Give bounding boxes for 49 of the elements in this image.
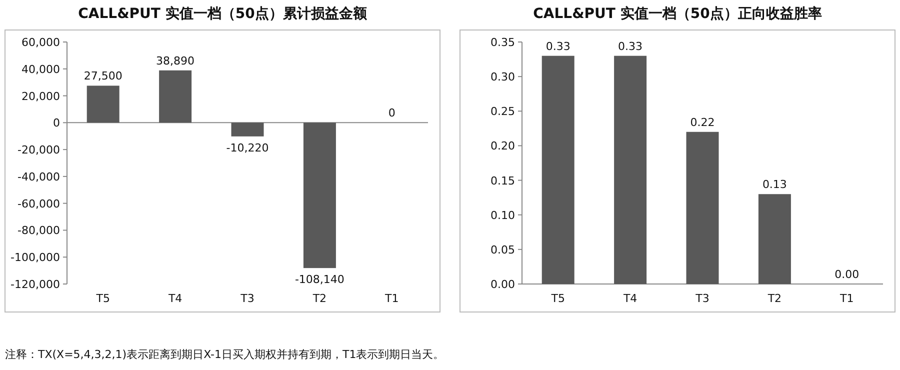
data-label: 27,500 <box>84 70 122 83</box>
x-tick-label: T5 <box>95 292 110 305</box>
data-label: 0 <box>388 106 396 120</box>
y-tick-label: 0.25 <box>490 105 515 118</box>
x-tick-label: T1 <box>384 292 399 305</box>
x-tick-label: T4 <box>167 292 182 305</box>
bar <box>686 132 719 284</box>
y-tick-label: -120,000 <box>10 278 60 291</box>
data-label: 0.33 <box>618 40 643 53</box>
x-tick-label: T5 <box>550 292 565 305</box>
y-tick-label: 0.20 <box>490 140 515 153</box>
chart-title: CALL&PUT 实值一档（50点）正向收益胜率 <box>533 5 822 22</box>
y-tick-label: 0.10 <box>490 208 515 222</box>
y-tick-label: 20,000 <box>22 90 60 103</box>
bar <box>758 194 791 284</box>
x-tick-label: T4 <box>622 292 638 305</box>
x-tick-label: T3 <box>240 292 254 305</box>
x-tick-label: T1 <box>839 292 854 305</box>
y-tick-label: 0.30 <box>490 70 515 84</box>
y-tick-label: 40,000 <box>22 62 60 76</box>
y-tick-label: 0.05 <box>490 243 515 256</box>
bar <box>231 122 264 136</box>
bar <box>86 86 120 123</box>
y-tick-label: -20,000 <box>18 144 60 157</box>
bar <box>159 70 192 123</box>
x-tick-label: T3 <box>694 292 710 305</box>
y-tick-label: 0.15 <box>490 174 515 188</box>
chart-title: CALL&PUT 实值一档（50点）累计损益金额 <box>78 5 368 22</box>
bar <box>303 122 336 268</box>
data-label: -10,220 <box>226 141 269 154</box>
y-tick-label: -40,000 <box>18 170 60 184</box>
bar <box>614 56 647 284</box>
y-tick-label: 0.35 <box>490 36 515 49</box>
data-label: 0.00 <box>834 268 860 281</box>
data-label: 0.33 <box>546 40 570 53</box>
data-label: 0.22 <box>690 116 715 129</box>
data-label: -108,140 <box>294 273 344 286</box>
y-tick-label: 0.00 <box>490 278 515 291</box>
bar <box>542 56 574 284</box>
data-label: 38,890 <box>156 54 195 68</box>
y-tick-label: 60,000 <box>22 36 60 49</box>
y-tick-label: 0 <box>53 116 60 130</box>
text: 注释：TX(X=5,4,3,2,1)表示距离到期日X-1日买入期权并持有到期，T1表示到期日当天。 <box>5 348 444 361</box>
y-tick-label: -80,000 <box>18 224 60 238</box>
x-tick-label: T2 <box>312 292 327 305</box>
data-label: 0.13 <box>762 178 787 192</box>
y-tick-label: -100,000 <box>10 251 60 264</box>
y-tick-label: -60,000 <box>18 197 60 210</box>
x-tick-label: T2 <box>766 292 782 305</box>
